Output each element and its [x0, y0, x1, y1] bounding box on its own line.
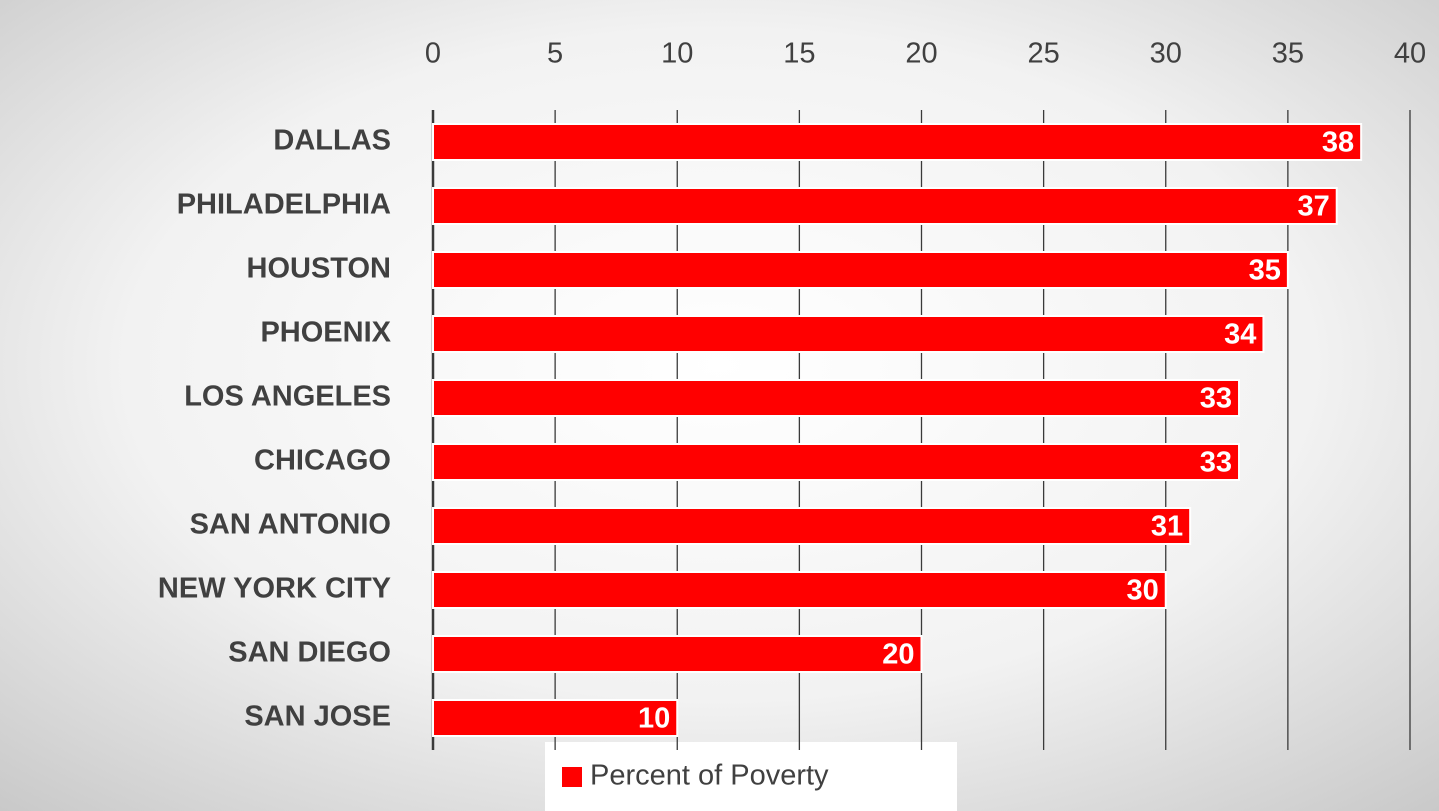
- y-tick-label: PHILADELPHIA: [177, 189, 391, 221]
- bar: [432, 379, 1241, 417]
- x-tick-label: 5: [547, 38, 563, 70]
- legend-swatch: [562, 767, 582, 787]
- data-label: 35: [1249, 255, 1281, 287]
- data-label: 34: [1224, 319, 1256, 351]
- legend-label: Percent of Poverty: [590, 760, 829, 792]
- y-tick-label: SAN DIEGO: [228, 637, 391, 669]
- y-tick-label: DALLAS: [273, 125, 391, 157]
- x-tick-label: 15: [783, 38, 815, 70]
- bar: [432, 507, 1192, 545]
- data-label: 33: [1200, 383, 1232, 415]
- y-tick-label: SAN ANTONIO: [190, 509, 391, 541]
- data-label: 37: [1297, 191, 1329, 223]
- x-tick-label: 35: [1272, 38, 1304, 70]
- bar: [432, 251, 1289, 289]
- bar: [432, 187, 1338, 225]
- y-tick-label: HOUSTON: [247, 253, 391, 285]
- y-tick-label: CHICAGO: [254, 445, 391, 477]
- data-label: 33: [1200, 447, 1232, 479]
- bar: [432, 699, 679, 737]
- data-label: 10: [638, 703, 670, 735]
- x-tick-label: 30: [1150, 38, 1182, 70]
- bar: [432, 571, 1167, 609]
- y-tick-label: LOS ANGELES: [184, 381, 391, 413]
- data-label: 20: [882, 639, 914, 671]
- data-label: 38: [1322, 127, 1354, 159]
- x-tick-label: 20: [905, 38, 937, 70]
- y-tick-label: PHOENIX: [260, 317, 391, 349]
- x-tick-label: 10: [661, 38, 693, 70]
- x-tick-label: 25: [1027, 38, 1059, 70]
- x-tick-label: 0: [425, 38, 441, 70]
- y-tick-label: NEW YORK CITY: [158, 573, 391, 605]
- y-tick-label: SAN JOSE: [244, 701, 391, 733]
- data-label: 31: [1151, 511, 1183, 543]
- bar: [432, 315, 1265, 353]
- bar: [432, 123, 1363, 161]
- x-tick-label: 40: [1394, 38, 1426, 70]
- bar: [432, 635, 923, 673]
- legend-background: [545, 742, 957, 811]
- bar: [432, 443, 1241, 481]
- data-label: 30: [1126, 575, 1158, 607]
